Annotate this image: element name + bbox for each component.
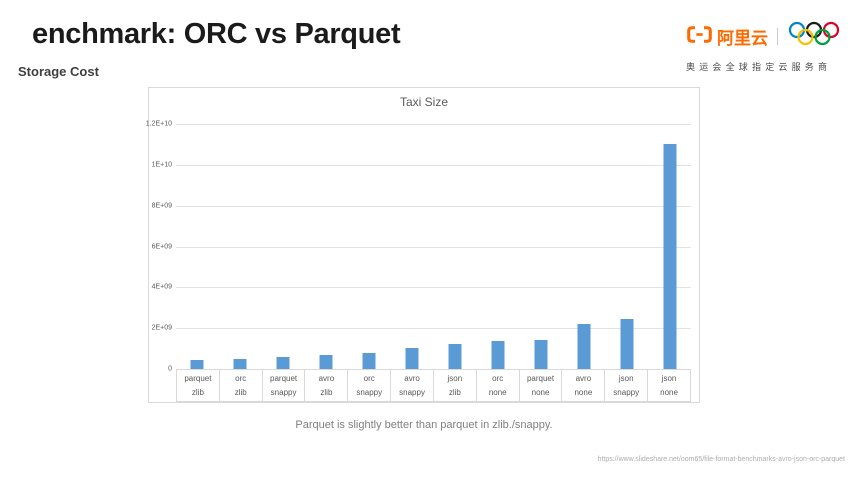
x-category-cell: avro zlib	[305, 370, 349, 401]
bar-avro-none	[577, 324, 591, 369]
x-codec-label: none	[660, 387, 678, 397]
x-format-label: parquet	[184, 374, 212, 384]
x-format-label: orc	[492, 374, 504, 384]
x-format-label: json	[661, 374, 677, 384]
x-codec-label: snappy	[613, 387, 640, 397]
bar-json-none	[663, 144, 677, 369]
x-format-label: avro	[575, 374, 592, 384]
x-codec-label: snappy	[399, 387, 425, 397]
x-codec-label: none	[574, 387, 593, 397]
x-format-label: orc	[363, 374, 375, 384]
x-axis-table: parquet zlib orc zlib parquet snappy avro zlib o…	[176, 369, 691, 402]
x-format-label: orc	[235, 374, 247, 384]
gridline	[176, 124, 691, 125]
y-tick-label: 1E+10	[151, 161, 172, 169]
source-url: https://www.slideshare.net/oom65/file-fo…	[597, 456, 845, 463]
x-format-label: parquet	[270, 374, 298, 384]
olympic-rings-icon	[787, 20, 845, 53]
bar-avro-snappy	[405, 347, 419, 369]
x-format-label: json	[618, 374, 634, 384]
logo-tagline: 奥运会全球指定云服务商	[686, 62, 832, 72]
y-tick-label: 0	[168, 365, 172, 373]
x-format-label: json	[447, 374, 463, 384]
x-category-cell: json none	[648, 370, 690, 401]
x-category-cell: avro snappy	[391, 370, 434, 401]
plot-area	[176, 124, 691, 369]
x-category-cell: orc zlib	[220, 370, 263, 401]
bar-parquet-snappy	[276, 357, 290, 369]
bar-avro-zlib	[319, 354, 333, 369]
y-axis-labels: 1.2E+10 1E+10 8E+09 6E+09 4E+09 2E+09 0	[145, 120, 173, 373]
y-tick-label: 8E+09	[151, 202, 172, 210]
alibaba-cloud-logo: 阿里云 奥运会全球指定云服务商	[686, 20, 845, 73]
x-format-label: parquet	[526, 374, 555, 384]
x-category-cell: parquet none	[520, 370, 563, 401]
logo-row: 阿里云	[686, 20, 845, 53]
x-category-cell: orc snappy	[348, 370, 392, 401]
gridline	[176, 205, 691, 207]
x-codec-label: zlib	[320, 387, 333, 397]
x-category-cell: parquet zlib	[177, 370, 220, 401]
brand-text: 阿里云	[717, 29, 768, 48]
x-category-cell: parquet snappy	[263, 370, 306, 401]
bar-orc-zlib	[233, 359, 247, 369]
x-category-cell: json zlib	[434, 370, 477, 401]
storage-cost-label: Storage Cost	[18, 64, 99, 79]
alibaba-cloud-bracket-icon	[686, 25, 713, 49]
x-codec-label: none	[488, 387, 507, 397]
x-codec-label: snappy	[270, 387, 297, 397]
gridline	[176, 287, 691, 289]
gridline	[176, 328, 691, 330]
x-category-cell: avro none	[562, 370, 606, 401]
x-codec-label: zlib	[448, 387, 461, 397]
page-title: enchmark: ORC vs Parquet	[32, 18, 401, 50]
y-tick-label: 4E+09	[151, 283, 172, 291]
bar-json-snappy	[620, 318, 634, 369]
chart-title: Taxi Size	[399, 95, 449, 109]
gridline	[176, 246, 691, 248]
x-codec-label: snappy	[356, 387, 383, 397]
x-codec-label: zlib	[234, 387, 247, 397]
gridline	[176, 164, 691, 166]
chart-caption: Parquet is slightly better than parquet …	[295, 419, 553, 431]
x-format-label: avro	[404, 374, 420, 384]
x-category-cell: json snappy	[605, 370, 649, 401]
bar-orc-none	[491, 340, 505, 369]
x-format-label: avro	[318, 374, 335, 384]
bar-parquet-zlib	[190, 360, 204, 369]
y-tick-label: 1.2E+10	[145, 120, 172, 128]
bar-json-zlib	[448, 344, 462, 369]
logo-separator	[777, 28, 778, 45]
x-codec-label: zlib	[191, 387, 204, 397]
bar-orc-snappy	[362, 353, 376, 369]
chart-panel: Taxi Size 1.2E+10 1E+10 8E+09 6E+09 4E+09 2E+…	[145, 87, 700, 403]
x-category-cell: orc none	[477, 370, 520, 401]
y-tick-label: 6E+09	[151, 243, 172, 250]
y-tick-label: 2E+09	[151, 324, 172, 332]
bar-parquet-none	[534, 340, 548, 369]
x-codec-label: none	[531, 387, 550, 397]
